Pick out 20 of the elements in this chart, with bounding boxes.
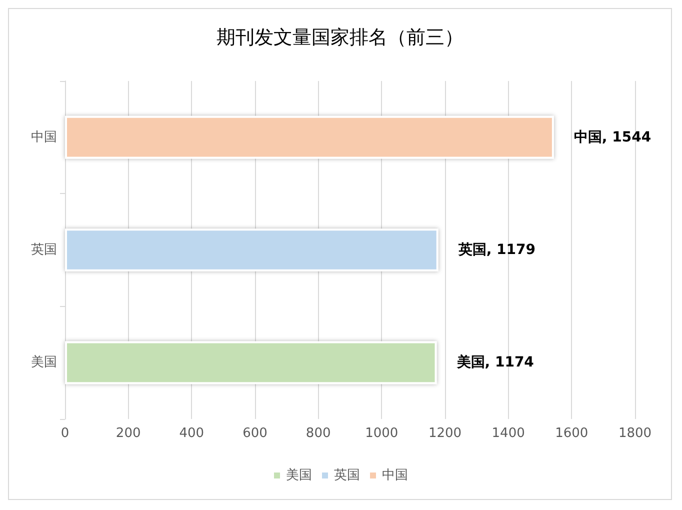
chart-title: 期刊发文量国家排名（前三） xyxy=(216,26,464,48)
x-tick-label: 1200 xyxy=(428,426,462,441)
y-tick-label: 英国 xyxy=(31,242,57,258)
y-tick-label: 中国 xyxy=(31,130,57,145)
x-tick-label: 0 xyxy=(60,426,70,441)
x-tick-label: 400 xyxy=(179,426,204,441)
x-tick-label: 1600 xyxy=(555,426,588,441)
x-tick-label: 800 xyxy=(306,426,331,441)
x-tick-label: 600 xyxy=(242,426,268,441)
data-label: 美国, 1174 xyxy=(456,354,534,371)
data-label: 中国, 1544 xyxy=(574,129,652,146)
x-tick-label: 1000 xyxy=(365,426,398,441)
data-label: 英国, 1179 xyxy=(457,242,536,258)
y-tick-label: 美国 xyxy=(31,354,57,370)
legend-label: 美国 xyxy=(286,467,312,483)
x-tick-label: 1800 xyxy=(618,426,652,441)
x-tick-label: 200 xyxy=(116,426,141,441)
legend-label: 中国 xyxy=(382,468,408,483)
legend-label: 英国 xyxy=(334,468,360,483)
x-tick-label: 1400 xyxy=(492,426,525,441)
